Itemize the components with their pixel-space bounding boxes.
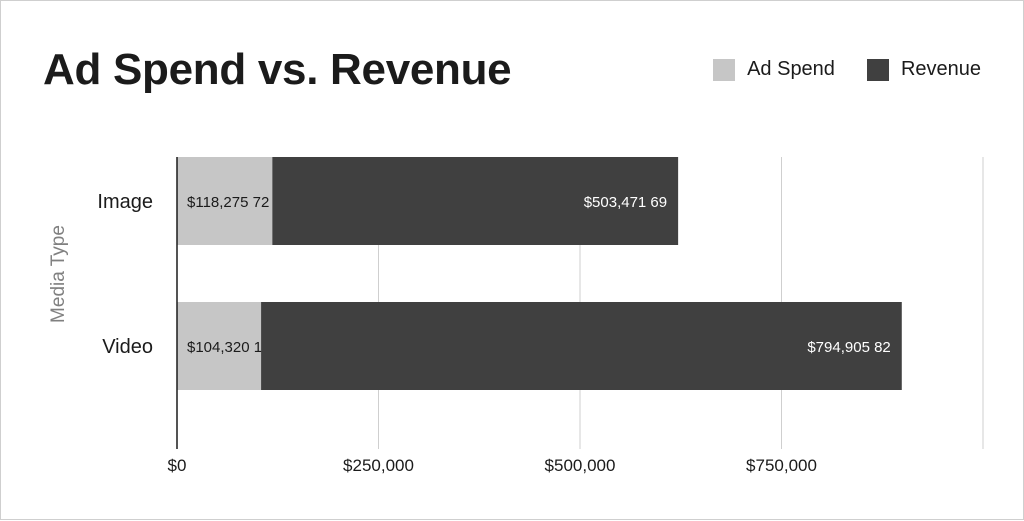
bar-video-revenue bbox=[261, 302, 902, 390]
x-tick-label-2: $500,000 bbox=[545, 456, 616, 475]
y-axis-title: Media Type bbox=[48, 225, 69, 323]
data-label-video-revenue: $794,905 82 bbox=[807, 339, 890, 356]
bar-image-ad-spend bbox=[177, 157, 273, 245]
legend-label-revenue: Revenue bbox=[900, 58, 981, 80]
legend-item-ad-spend[interactable]: Ad Spend bbox=[713, 58, 835, 81]
x-tick-label-3: $750,000 bbox=[746, 456, 817, 475]
legend-swatch-revenue bbox=[866, 58, 889, 81]
chart-title: Ad Spend vs. Revenue bbox=[43, 45, 512, 94]
legend-swatch-ad-spend bbox=[713, 58, 736, 81]
bar-video-ad-spend bbox=[177, 302, 262, 390]
chart-legend: Ad Spend Revenue bbox=[713, 58, 981, 81]
x-tick-label-1: $250,000 bbox=[343, 456, 414, 475]
x-tick-label-0: $0 bbox=[168, 456, 187, 475]
category-label-video: Video bbox=[102, 336, 153, 358]
data-label-image-revenue: $503,471 69 bbox=[584, 194, 667, 211]
legend-item-revenue[interactable]: Revenue bbox=[866, 58, 981, 81]
category-label-image: Image bbox=[97, 191, 153, 213]
bar-image-revenue bbox=[272, 157, 679, 245]
data-label-image-ad-spend: $118,275 72 bbox=[187, 194, 269, 211]
legend-label-ad-spend: Ad Spend bbox=[747, 58, 835, 80]
data-label-video-ad-spend: $104,320 19 bbox=[187, 339, 270, 356]
